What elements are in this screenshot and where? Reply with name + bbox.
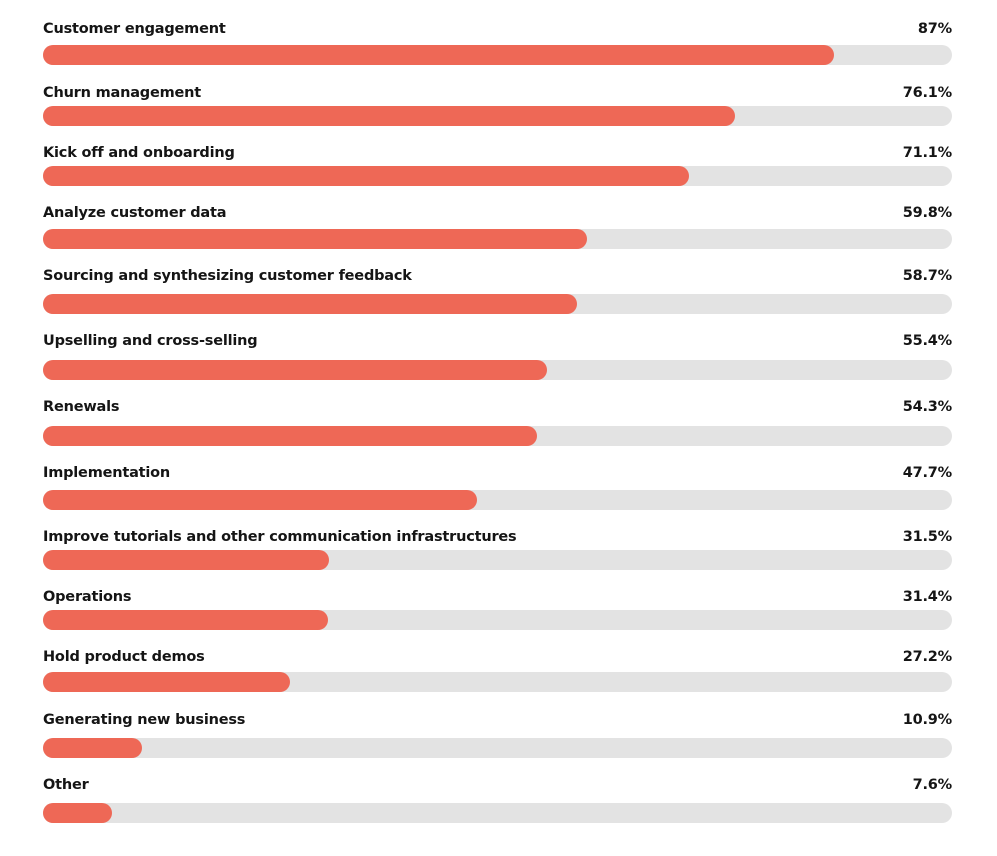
value-label: 58.7% [902, 268, 953, 284]
bar-track [43, 803, 952, 823]
bar [43, 803, 113, 823]
bar [43, 106, 735, 126]
bar-track [43, 610, 952, 630]
bar-track [43, 294, 952, 314]
bar [43, 426, 537, 446]
value-label: 71.1% [902, 145, 953, 161]
category-label: Sourcing and synthesizing customer feedb… [43, 268, 412, 284]
bar [43, 672, 291, 692]
value-label: 54.3% [902, 399, 953, 415]
value-label: 47.7% [902, 465, 953, 481]
value-label: 31.5% [902, 529, 953, 545]
category-label: Hold product demos [43, 649, 205, 665]
bar-track [43, 106, 952, 126]
category-label: Analyze customer data [43, 205, 227, 221]
category-label: Renewals [43, 399, 120, 415]
value-label: 31.4% [902, 589, 953, 605]
category-label: Kick off and onboarding [43, 145, 235, 161]
category-label: Improve tutorials and other communicatio… [43, 529, 517, 545]
category-label: Other [43, 777, 89, 793]
bar [43, 360, 547, 380]
bar [43, 738, 143, 758]
bar-track [43, 738, 952, 758]
bar [43, 550, 330, 570]
bar-track [43, 426, 952, 446]
value-label: 76.1% [902, 85, 953, 101]
category-label: Customer engagement [43, 21, 226, 37]
bar [43, 166, 690, 186]
category-label: Upselling and cross-selling [43, 333, 258, 349]
value-label: 7.6% [912, 777, 953, 793]
bar-track [43, 490, 952, 510]
bar [43, 490, 477, 510]
value-label: 59.8% [902, 205, 953, 221]
bar [43, 610, 329, 630]
value-label: 87% [917, 21, 952, 37]
value-label: 10.9% [902, 712, 953, 728]
category-label: Operations [43, 589, 132, 605]
bar-track [43, 360, 952, 380]
bar-track [43, 166, 952, 186]
bar [43, 229, 587, 249]
value-label: 55.4% [902, 333, 953, 349]
bar-track [43, 45, 952, 65]
bar [43, 45, 834, 65]
value-label: 27.2% [902, 649, 953, 665]
category-label: Churn management [43, 85, 202, 101]
category-label: Generating new business [43, 712, 246, 728]
bar-track [43, 229, 952, 249]
bar-track [43, 550, 952, 570]
category-label: Implementation [43, 465, 171, 481]
bar-track [43, 672, 952, 692]
bar [43, 294, 577, 314]
